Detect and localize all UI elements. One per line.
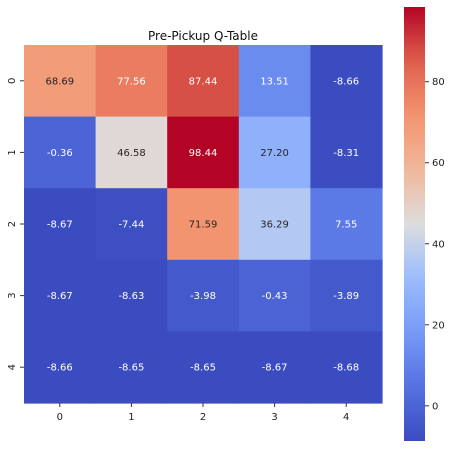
colorbar-tick-label: 40 (432, 239, 445, 250)
cell-value-label: 77.56 (117, 76, 146, 87)
cell-value-label: -3.98 (190, 291, 216, 302)
y-tick-label: 4 (7, 364, 18, 370)
cell-value-label: 13.51 (260, 76, 289, 87)
heatmap-cell (95, 259, 168, 332)
cell-value-label: -0.36 (47, 148, 73, 159)
y-tick-label: 0 (7, 78, 18, 84)
cell-value-label: -0.43 (262, 291, 288, 302)
cell-value-label: 7.55 (335, 220, 357, 231)
heatmap-cell (167, 259, 240, 332)
colorbar-tick-label: 20 (432, 320, 445, 331)
cell-value-label: -3.89 (333, 291, 359, 302)
heatmap-cell (310, 259, 383, 332)
heatmap-cell (238, 331, 311, 404)
heatmap-cell (95, 188, 168, 261)
heatmap-cell (95, 331, 168, 404)
heatmap-cell (310, 331, 383, 404)
heatmap-cell (238, 259, 311, 332)
heatmap-cells: 68.69 77.56 87.44 13.51 -8.66 -0.36 46.58 98.44… (24, 45, 383, 404)
cell-value-label: 36.29 (260, 220, 289, 231)
heatmap-cell (95, 116, 168, 189)
cell-value-label: -8.63 (118, 291, 144, 302)
heatmap-cell (310, 116, 383, 189)
cell-value-label: 71.59 (189, 220, 218, 231)
heatmap-cell (167, 116, 240, 189)
heatmap-cell (24, 188, 97, 261)
x-tick-label: 4 (343, 412, 349, 423)
heatmap-cell (95, 45, 168, 118)
heatmap-cell (167, 45, 240, 118)
heatmap-cell (24, 45, 97, 118)
cell-value-label: -8.65 (118, 363, 144, 374)
colorbar (404, 7, 425, 441)
heatmap-cell (238, 45, 311, 118)
x-tick-label: 0 (57, 412, 63, 423)
cell-value-label: -8.68 (333, 363, 359, 374)
cell-value-label: 98.44 (189, 148, 218, 159)
y-tick-label: 1 (7, 149, 18, 155)
heatmap-cell (310, 45, 383, 118)
cell-value-label: -8.65 (190, 363, 216, 374)
cell-value-label: 87.44 (189, 76, 218, 87)
heatmap-cell (238, 116, 311, 189)
cell-value-label: 68.69 (45, 76, 74, 87)
cell-value-label: -8.31 (333, 148, 359, 159)
x-axis: 0 1 2 3 4 (57, 403, 349, 423)
heatmap-cell (24, 259, 97, 332)
cell-value-label: -8.67 (262, 363, 288, 374)
cell-value-label: -8.66 (333, 76, 359, 87)
colorbar-tick-label: 0 (432, 401, 438, 412)
cell-value-label: 46.58 (117, 148, 146, 159)
cell-value-label: -8.67 (47, 291, 73, 302)
x-tick-label: 3 (271, 412, 277, 423)
heatmap-cell (167, 188, 240, 261)
cell-value-label: 27.20 (260, 148, 289, 159)
y-tick-label: 3 (7, 292, 18, 298)
heatmap-cell (310, 188, 383, 261)
x-tick-label: 1 (128, 412, 134, 423)
x-tick-label: 2 (200, 412, 206, 423)
y-axis: 0 1 2 3 4 (7, 78, 24, 370)
chart-title: Pre-Pickup Q-Table (148, 29, 258, 43)
heatmap-cell (24, 331, 97, 404)
heatmap-cell (238, 188, 311, 261)
cell-value-label: -8.66 (47, 363, 73, 374)
colorbar-axis: 0 20 40 60 80 (425, 77, 445, 412)
colorbar-tick-label: 80 (432, 77, 445, 88)
y-tick-label: 2 (7, 221, 18, 227)
heatmap-cell (24, 116, 97, 189)
heatmap-cell (167, 331, 240, 404)
cell-value-label: -7.44 (118, 220, 144, 231)
cell-value-label: -8.67 (47, 220, 73, 231)
colorbar-tick-label: 60 (432, 158, 445, 169)
